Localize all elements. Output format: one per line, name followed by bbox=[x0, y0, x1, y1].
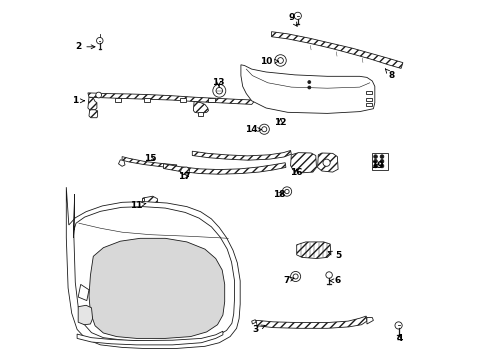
Polygon shape bbox=[208, 98, 215, 102]
Circle shape bbox=[380, 159, 383, 163]
Polygon shape bbox=[115, 98, 121, 102]
Text: 3: 3 bbox=[252, 325, 264, 334]
Polygon shape bbox=[122, 157, 177, 168]
Polygon shape bbox=[290, 153, 316, 173]
Polygon shape bbox=[142, 198, 143, 201]
Circle shape bbox=[294, 12, 301, 19]
Circle shape bbox=[380, 164, 383, 168]
Polygon shape bbox=[142, 196, 158, 209]
Polygon shape bbox=[142, 203, 143, 206]
Circle shape bbox=[274, 55, 285, 66]
Circle shape bbox=[373, 159, 377, 163]
Polygon shape bbox=[317, 153, 337, 172]
Circle shape bbox=[96, 37, 103, 44]
Polygon shape bbox=[180, 167, 189, 175]
Polygon shape bbox=[89, 110, 98, 118]
Circle shape bbox=[261, 127, 266, 132]
Polygon shape bbox=[366, 91, 371, 94]
Polygon shape bbox=[78, 305, 92, 325]
Circle shape bbox=[380, 155, 383, 158]
Text: 4: 4 bbox=[395, 334, 402, 343]
Circle shape bbox=[307, 81, 310, 84]
Circle shape bbox=[307, 86, 310, 89]
Polygon shape bbox=[251, 320, 256, 324]
Polygon shape bbox=[66, 187, 240, 348]
Polygon shape bbox=[256, 316, 366, 328]
Circle shape bbox=[290, 271, 300, 282]
Text: 9: 9 bbox=[287, 13, 297, 26]
Text: 19: 19 bbox=[370, 161, 383, 170]
Text: 1: 1 bbox=[72, 96, 84, 105]
Polygon shape bbox=[366, 318, 373, 324]
Text: 13: 13 bbox=[212, 78, 224, 87]
Polygon shape bbox=[197, 112, 203, 116]
Circle shape bbox=[96, 92, 102, 98]
Text: 15: 15 bbox=[143, 154, 156, 163]
Polygon shape bbox=[89, 238, 224, 338]
Polygon shape bbox=[271, 32, 402, 68]
Text: 11: 11 bbox=[130, 201, 145, 210]
Text: 7: 7 bbox=[283, 276, 293, 284]
Circle shape bbox=[216, 87, 222, 94]
Circle shape bbox=[373, 164, 377, 168]
Circle shape bbox=[212, 84, 225, 97]
Polygon shape bbox=[241, 65, 374, 113]
Circle shape bbox=[325, 272, 332, 278]
Polygon shape bbox=[371, 153, 387, 170]
Polygon shape bbox=[88, 97, 97, 110]
Polygon shape bbox=[366, 103, 371, 106]
Polygon shape bbox=[192, 150, 291, 160]
Polygon shape bbox=[296, 242, 330, 258]
Polygon shape bbox=[143, 98, 150, 102]
Polygon shape bbox=[366, 98, 371, 101]
Polygon shape bbox=[77, 331, 223, 345]
Text: 8: 8 bbox=[385, 69, 394, 80]
Text: 10: 10 bbox=[260, 57, 278, 66]
Polygon shape bbox=[88, 93, 255, 104]
Circle shape bbox=[322, 159, 329, 166]
Text: 5: 5 bbox=[327, 251, 341, 260]
Text: 14: 14 bbox=[245, 125, 261, 134]
Text: 2: 2 bbox=[75, 42, 95, 51]
Circle shape bbox=[282, 187, 291, 196]
Text: 17: 17 bbox=[177, 172, 190, 181]
Circle shape bbox=[277, 58, 283, 63]
Polygon shape bbox=[193, 102, 208, 113]
Text: 12: 12 bbox=[274, 118, 286, 127]
Text: 18: 18 bbox=[273, 190, 285, 199]
Polygon shape bbox=[179, 98, 186, 102]
Circle shape bbox=[394, 322, 401, 329]
Polygon shape bbox=[163, 163, 285, 174]
Text: 6: 6 bbox=[329, 276, 341, 285]
Text: 16: 16 bbox=[290, 168, 303, 177]
Circle shape bbox=[284, 189, 288, 194]
Polygon shape bbox=[118, 160, 125, 166]
Circle shape bbox=[292, 274, 298, 279]
Circle shape bbox=[259, 124, 269, 134]
Polygon shape bbox=[142, 209, 143, 211]
Circle shape bbox=[373, 155, 377, 158]
